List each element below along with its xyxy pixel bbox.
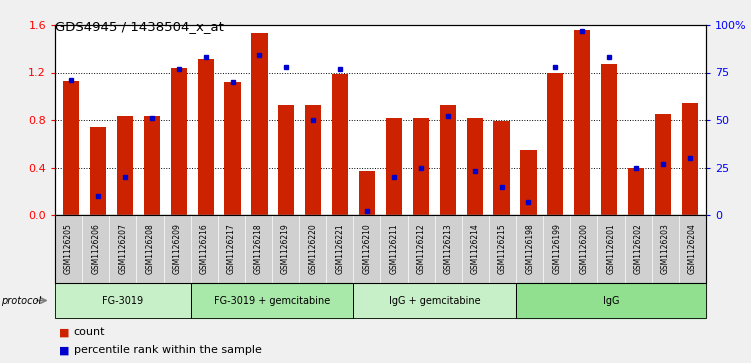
Text: GSM1126206: GSM1126206: [91, 224, 100, 274]
Text: GSM1126219: GSM1126219: [281, 224, 290, 274]
Text: GSM1126200: GSM1126200: [580, 224, 589, 274]
Bar: [547, 73, 563, 215]
Bar: [413, 118, 429, 215]
Text: GSM1126208: GSM1126208: [146, 224, 155, 274]
Text: GSM1126214: GSM1126214: [471, 224, 480, 274]
Text: GSM1126215: GSM1126215: [498, 224, 507, 274]
Text: GSM1126207: GSM1126207: [119, 224, 128, 274]
Text: GSM1126204: GSM1126204: [688, 224, 697, 274]
Text: GSM1126213: GSM1126213: [444, 224, 453, 274]
Bar: [466, 118, 483, 215]
Text: GSM1126203: GSM1126203: [661, 224, 670, 274]
Text: FG-3019: FG-3019: [102, 295, 143, 306]
Bar: [439, 105, 456, 215]
Bar: [63, 81, 79, 215]
Bar: [520, 150, 536, 215]
Bar: [493, 121, 510, 215]
Bar: [386, 118, 402, 215]
Text: GSM1126212: GSM1126212: [417, 224, 426, 274]
Bar: [225, 82, 240, 215]
Text: count: count: [74, 327, 105, 337]
Text: GSM1126209: GSM1126209: [173, 224, 182, 274]
Text: GSM1126220: GSM1126220: [308, 224, 317, 274]
Text: GSM1126199: GSM1126199: [552, 224, 561, 274]
Bar: [575, 30, 590, 215]
Bar: [332, 74, 348, 215]
Text: protocol: protocol: [2, 295, 42, 306]
Bar: [279, 105, 294, 215]
Bar: [252, 33, 267, 215]
Bar: [682, 103, 698, 215]
Text: FG-3019 + gemcitabine: FG-3019 + gemcitabine: [214, 295, 330, 306]
Text: IgG: IgG: [603, 295, 620, 306]
Text: ■: ■: [59, 327, 69, 337]
Text: percentile rank within the sample: percentile rank within the sample: [74, 346, 261, 355]
Text: GSM1126198: GSM1126198: [525, 224, 534, 274]
Text: GSM1126217: GSM1126217: [227, 224, 236, 274]
Text: GSM1126218: GSM1126218: [254, 224, 263, 274]
Text: GSM1126205: GSM1126205: [64, 224, 73, 274]
Text: GSM1126221: GSM1126221: [335, 224, 344, 274]
Text: GSM1126216: GSM1126216: [200, 224, 209, 274]
Bar: [143, 117, 160, 215]
Bar: [359, 171, 375, 215]
Bar: [305, 105, 321, 215]
Text: IgG + gemcitabine: IgG + gemcitabine: [389, 295, 481, 306]
Bar: [170, 68, 187, 215]
Text: GSM1126210: GSM1126210: [363, 224, 372, 274]
Bar: [628, 167, 644, 215]
Text: GSM1126211: GSM1126211: [390, 224, 399, 274]
Bar: [117, 117, 133, 215]
Bar: [601, 64, 617, 215]
Text: ■: ■: [59, 346, 69, 355]
Bar: [655, 114, 671, 215]
Text: GSM1126202: GSM1126202: [634, 224, 643, 274]
Bar: [198, 60, 214, 215]
Bar: [90, 127, 106, 215]
Text: GDS4945 / 1438504_x_at: GDS4945 / 1438504_x_at: [55, 20, 224, 33]
Text: GSM1126201: GSM1126201: [607, 224, 616, 274]
